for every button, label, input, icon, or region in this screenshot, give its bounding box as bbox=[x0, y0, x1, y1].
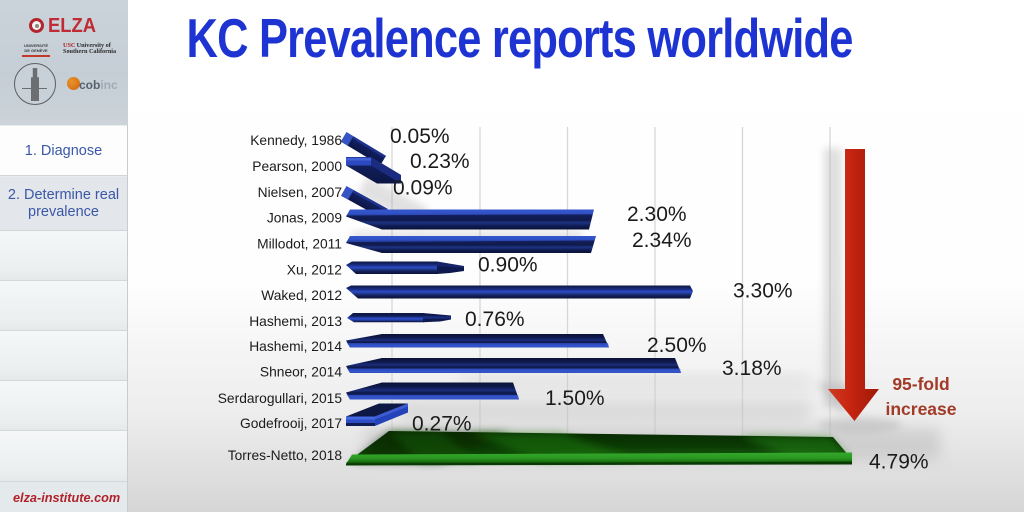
svg-text:Torres-Netto, 2018: Torres-Netto, 2018 bbox=[228, 448, 343, 463]
svg-text:Waked, 2012: Waked, 2012 bbox=[261, 288, 342, 303]
svg-text:Hashemi, 2014: Hashemi, 2014 bbox=[249, 339, 342, 354]
svg-text:Millodot, 2011: Millodot, 2011 bbox=[257, 236, 342, 251]
svg-text:4.79%: 4.79% bbox=[869, 451, 929, 474]
svg-text:increase: increase bbox=[885, 399, 956, 419]
svg-text:Godefrooij, 2017: Godefrooij, 2017 bbox=[240, 416, 342, 431]
svg-text:3.18%: 3.18% bbox=[722, 357, 782, 380]
svg-text:0.76%: 0.76% bbox=[465, 308, 525, 331]
svg-text:0.23%: 0.23% bbox=[410, 150, 470, 173]
svg-text:3.30%: 3.30% bbox=[733, 280, 793, 303]
svg-text:0.09%: 0.09% bbox=[393, 177, 453, 200]
svg-text:0.27%: 0.27% bbox=[412, 413, 472, 436]
svg-text:Kennedy, 1986: Kennedy, 1986 bbox=[250, 133, 342, 148]
svg-text:2.50%: 2.50% bbox=[647, 334, 707, 357]
svg-text:2.34%: 2.34% bbox=[632, 229, 692, 252]
svg-text:Hashemi, 2013: Hashemi, 2013 bbox=[249, 314, 342, 329]
svg-text:0.05%: 0.05% bbox=[390, 125, 450, 148]
svg-text:95-fold: 95-fold bbox=[892, 374, 949, 394]
svg-text:Jonas, 2009: Jonas, 2009 bbox=[267, 210, 343, 225]
svg-text:Serdarogullari, 2015: Serdarogullari, 2015 bbox=[218, 391, 343, 406]
svg-text:Pearson, 2000: Pearson, 2000 bbox=[252, 159, 342, 174]
svg-text:1.50%: 1.50% bbox=[545, 387, 605, 410]
svg-text:0.90%: 0.90% bbox=[478, 254, 538, 277]
svg-text:Shneor, 2014: Shneor, 2014 bbox=[260, 365, 342, 380]
svg-text:Nielsen, 2007: Nielsen, 2007 bbox=[258, 185, 342, 200]
svg-text:Xu, 2012: Xu, 2012 bbox=[287, 262, 342, 277]
svg-text:2.30%: 2.30% bbox=[627, 203, 687, 226]
